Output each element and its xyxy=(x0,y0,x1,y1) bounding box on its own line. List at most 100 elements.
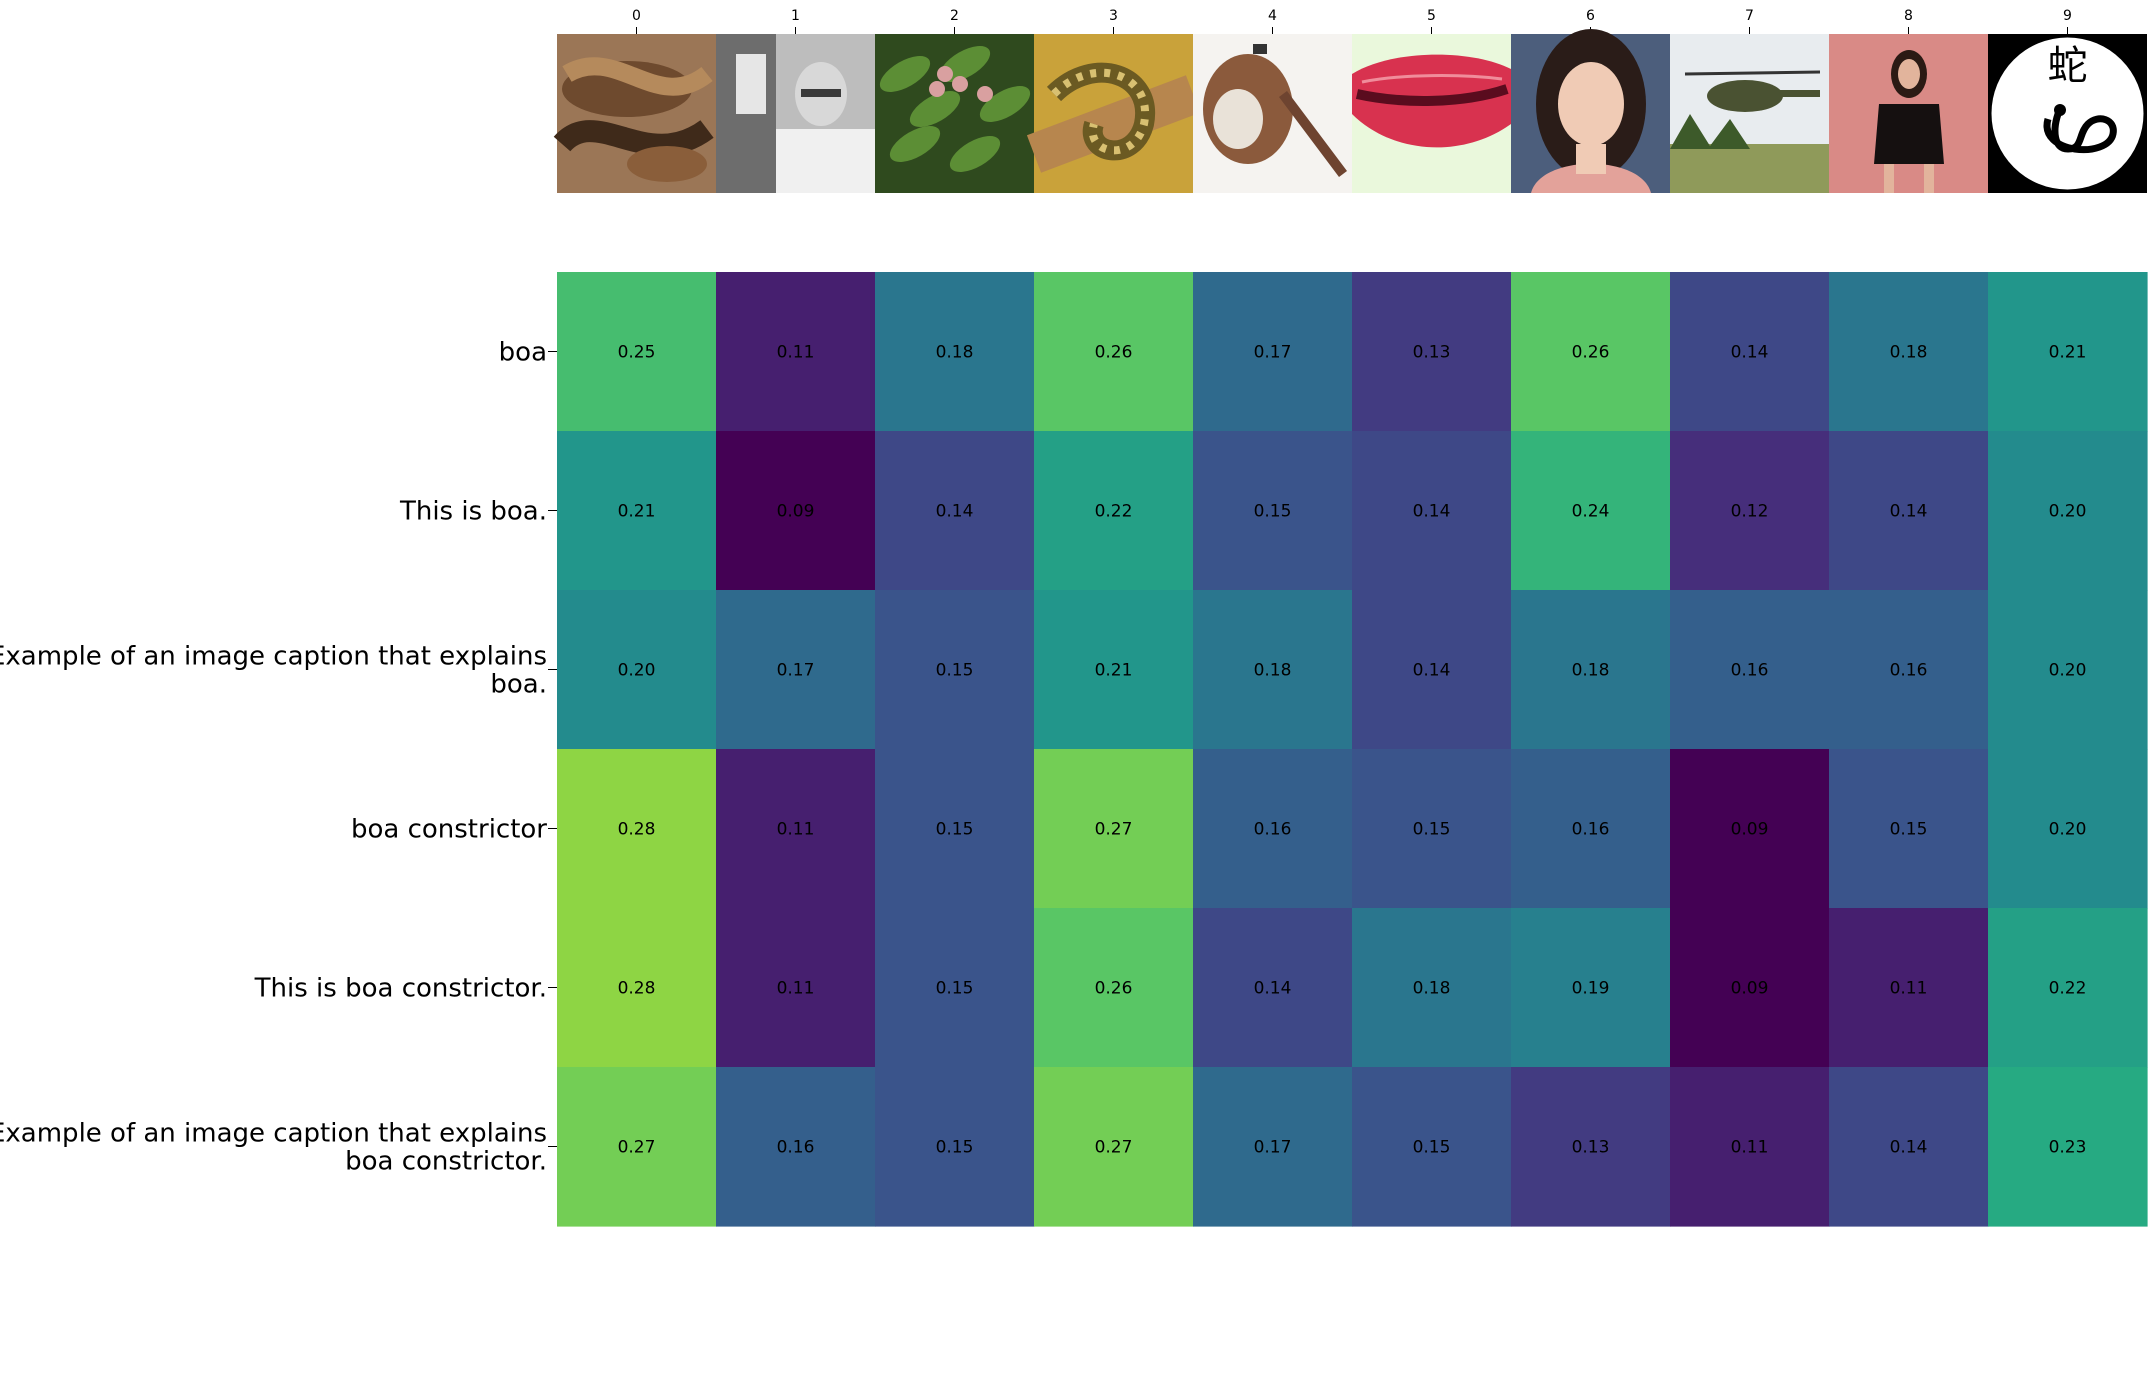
heatmap-cell xyxy=(1511,272,1671,432)
cell-value-label: 0.22 xyxy=(1095,502,1133,522)
heatmap-cell xyxy=(557,272,717,432)
heatmap-cell xyxy=(557,908,717,1068)
cell-value-label: 0.15 xyxy=(936,661,974,681)
row-label: Example of an image caption that explain… xyxy=(0,642,547,672)
heatmap-cell xyxy=(1034,1067,1194,1227)
heatmap-cell xyxy=(1193,1067,1353,1227)
heatmap-cell xyxy=(1193,590,1353,750)
heatmap-cell xyxy=(875,590,1035,750)
cell-value-label: 0.20 xyxy=(2049,661,2087,681)
cell-value-label: 0.15 xyxy=(1413,820,1451,840)
row-label: This is boa constrictor. xyxy=(254,974,547,1004)
cell-value-label: 0.20 xyxy=(2049,820,2087,840)
heatmap-cell xyxy=(875,908,1035,1068)
cell-value-label: 0.16 xyxy=(1731,661,1769,681)
cell-value-label: 0.15 xyxy=(936,979,974,999)
cell-value-label: 0.11 xyxy=(1890,979,1928,999)
cell-value-label: 0.13 xyxy=(1413,343,1451,363)
cell-value-label: 0.11 xyxy=(777,820,815,840)
cell-value-label: 0.25 xyxy=(618,343,656,363)
heatmap-cell xyxy=(716,590,876,750)
heatmap-cell xyxy=(716,1067,876,1227)
image-thumbnail xyxy=(1829,34,1988,193)
heatmap-cell xyxy=(716,749,876,909)
heatmap-cell xyxy=(716,431,876,591)
image-thumbnail xyxy=(553,34,716,193)
x-tick-label: 4 xyxy=(1268,8,1277,24)
cell-value-label: 0.16 xyxy=(1890,661,1928,681)
cell-value-label: 0.18 xyxy=(1890,343,1928,363)
cell-value-label: 0.11 xyxy=(777,979,815,999)
heatmap-cell xyxy=(1511,1067,1671,1227)
cell-value-label: 0.26 xyxy=(1095,343,1133,363)
x-tick-label: 0 xyxy=(632,8,641,24)
heatmap-cell xyxy=(1034,908,1194,1068)
cell-value-label: 0.18 xyxy=(1572,661,1610,681)
kanji-glyph: 蛇 xyxy=(2048,43,2088,89)
cell-value-label: 0.15 xyxy=(1890,820,1928,840)
cell-value-label: 0.21 xyxy=(2049,343,2087,363)
heatmap-cell xyxy=(1670,272,1830,432)
cell-value-label: 0.09 xyxy=(1731,979,1769,999)
cell-value-label: 0.28 xyxy=(618,820,656,840)
heatmap-cell xyxy=(716,908,876,1068)
heatmap-cell xyxy=(1988,908,2148,1068)
cell-value-label: 0.14 xyxy=(1413,661,1451,681)
heatmap-cell xyxy=(1511,590,1671,750)
cell-value-label: 0.14 xyxy=(1890,502,1928,522)
cell-value-label: 0.11 xyxy=(777,343,815,363)
x-tick-label: 8 xyxy=(1904,8,1913,24)
cell-value-label: 0.27 xyxy=(618,1138,656,1158)
cell-value-label: 0.20 xyxy=(2049,502,2087,522)
heatmap-cell xyxy=(1193,908,1353,1068)
cell-value-label: 0.18 xyxy=(1254,661,1292,681)
cell-value-label: 0.28 xyxy=(618,979,656,999)
heatmap-cell xyxy=(1988,431,2148,591)
image-thumbnail-strip: 蛇 xyxy=(553,29,2147,193)
cell-value-label: 0.15 xyxy=(1413,1138,1451,1158)
heatmap-cell xyxy=(1352,431,1512,591)
heatmap-cell xyxy=(1034,272,1194,432)
heatmap-cell xyxy=(1352,272,1512,432)
heatmap-cell xyxy=(557,1067,717,1227)
image-thumbnail: 蛇 xyxy=(1988,34,2147,193)
heatmap-cell xyxy=(1034,431,1194,591)
row-label: boa constrictor xyxy=(351,815,547,845)
cell-value-label: 0.17 xyxy=(777,661,815,681)
heatmap-cell xyxy=(1034,749,1194,909)
heatmap-cell xyxy=(557,590,717,750)
cell-value-label: 0.23 xyxy=(2049,1138,2087,1158)
cell-value-label: 0.16 xyxy=(1254,820,1292,840)
cell-value-label: 0.14 xyxy=(1731,343,1769,363)
cell-value-label: 0.17 xyxy=(1254,1138,1292,1158)
heatmap-cell xyxy=(1193,272,1353,432)
image-thumbnail xyxy=(1511,29,1670,193)
cell-value-label: 0.21 xyxy=(618,502,656,522)
cell-value-label: 0.11 xyxy=(1731,1138,1769,1158)
heatmap-cell xyxy=(557,431,717,591)
heatmap-cell xyxy=(1829,1067,1989,1227)
cell-value-label: 0.16 xyxy=(1572,820,1610,840)
heatmap-cell xyxy=(875,749,1035,909)
cell-value-label: 0.27 xyxy=(1095,1138,1133,1158)
row-label: boa xyxy=(499,338,547,368)
heatmap-cell xyxy=(1988,749,2148,909)
heatmap-cell xyxy=(1352,908,1512,1068)
cell-value-label: 0.15 xyxy=(936,820,974,840)
image-thumbnail xyxy=(716,34,875,193)
heatmap-cell xyxy=(1352,1067,1512,1227)
image-thumbnail xyxy=(1352,34,1511,193)
image-thumbnail xyxy=(1670,34,1829,193)
x-tick-label: 7 xyxy=(1745,8,1754,24)
heatmap-cell xyxy=(875,1067,1035,1227)
heatmap-cell xyxy=(1829,590,1989,750)
cell-value-label: 0.24 xyxy=(1572,502,1610,522)
cell-value-label: 0.27 xyxy=(1095,820,1133,840)
row-label: boa. xyxy=(490,670,547,700)
x-tick-label: 6 xyxy=(1586,8,1595,24)
image-thumbnail xyxy=(875,34,1034,193)
cell-value-label: 0.22 xyxy=(2049,979,2087,999)
cell-value-label: 0.15 xyxy=(1254,502,1292,522)
cell-value-label: 0.21 xyxy=(1095,661,1133,681)
